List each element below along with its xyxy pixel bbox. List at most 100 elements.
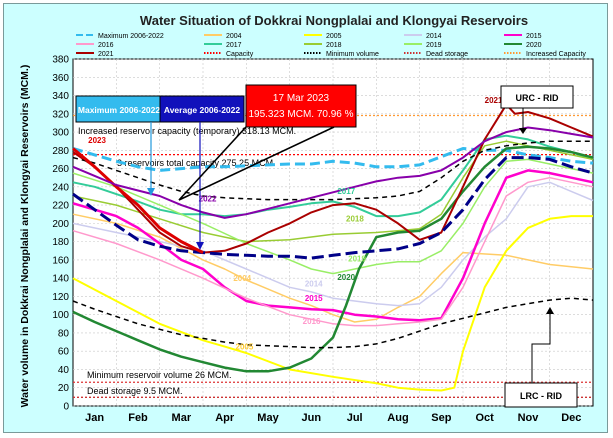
year-annotation: 2020 bbox=[337, 273, 355, 282]
max-arrow-head bbox=[147, 188, 155, 196]
y-tick-label: 100 bbox=[52, 310, 69, 321]
x-tick-label: Feb bbox=[128, 412, 148, 424]
year-annotation: 2016 bbox=[303, 317, 321, 326]
series-line bbox=[72, 156, 594, 260]
avg-box bbox=[159, 95, 245, 123]
urc-box-label: URC - RID bbox=[516, 93, 559, 103]
series-line bbox=[72, 297, 594, 349]
legend-label: 2018 bbox=[326, 42, 342, 49]
series-line bbox=[72, 215, 593, 392]
urc-box bbox=[500, 85, 574, 109]
reservoir-chart: Water Situation of Dokkrai Nongplalai an… bbox=[19, 13, 594, 424]
legend-label: Maximum 2006-2022 bbox=[98, 33, 164, 40]
series-line bbox=[72, 147, 594, 172]
legend-label: 2017 bbox=[226, 42, 242, 49]
x-tick-label: Nov bbox=[518, 412, 540, 424]
max-callout: Maximum 2006-2022 bbox=[75, 95, 163, 196]
urc-arrow-head bbox=[519, 128, 527, 134]
series-line bbox=[72, 103, 594, 254]
y-axis-label: Water volume in Dokkrai Nongplalai and K… bbox=[19, 65, 31, 408]
y-tick-label: 160 bbox=[52, 255, 69, 266]
series-line bbox=[72, 176, 594, 327]
series-line bbox=[72, 140, 594, 243]
reference-line-label: 3 reservoirs total capacity 275.25 MCM. bbox=[117, 158, 276, 168]
y-tick-label: 20 bbox=[58, 383, 70, 394]
year-annotation: 2005 bbox=[236, 342, 254, 351]
current-pointer bbox=[178, 126, 335, 201]
x-tick-label: Jan bbox=[85, 412, 104, 424]
y-tick-label: 280 bbox=[52, 146, 69, 157]
series-line bbox=[72, 140, 593, 201]
year-annotation: 2004 bbox=[233, 274, 251, 283]
lrc-box-label: LRC - RID bbox=[520, 391, 562, 401]
year-annotation: 2019 bbox=[348, 255, 366, 264]
year-annotation: 2017 bbox=[337, 187, 355, 196]
legend-label: 2015 bbox=[526, 33, 542, 40]
chart-title: Water Situation of Dokkrai Nongplalai an… bbox=[140, 13, 528, 28]
y-tick-label: 260 bbox=[52, 164, 69, 175]
x-tick-label: Dec bbox=[561, 412, 581, 424]
legend-label: 2014 bbox=[426, 33, 442, 40]
legend-label: Minimum volume bbox=[326, 51, 379, 58]
year-annotation: 2015 bbox=[305, 294, 323, 303]
legend-label: Capacity bbox=[226, 51, 254, 58]
x-tick-label: May bbox=[257, 412, 279, 424]
y-tick-label: 120 bbox=[52, 292, 69, 303]
y-tick-label: 80 bbox=[58, 328, 70, 339]
lrc-box bbox=[504, 382, 578, 408]
legend-label: 2021 bbox=[98, 51, 114, 58]
year-annotation: 2022 bbox=[199, 194, 217, 203]
y-tick-label: 200 bbox=[52, 219, 69, 230]
y-tick-label: 240 bbox=[52, 182, 69, 193]
legend-label: 2020 bbox=[526, 42, 542, 49]
x-tick-label: Aug bbox=[387, 412, 408, 424]
x-tick-label: Sep bbox=[431, 412, 451, 424]
current-box bbox=[245, 84, 357, 128]
lrc-arrow bbox=[531, 312, 551, 383]
current-callout: 17 Mar 2023 195.323 MCM. 70.96 % bbox=[178, 84, 357, 201]
current-date: 17 Mar 2023 bbox=[273, 93, 330, 104]
urc-callout: URC - RID bbox=[500, 85, 574, 134]
legend-label: 2016 bbox=[98, 42, 114, 49]
series-line bbox=[72, 134, 594, 218]
year-annotation: 2014 bbox=[305, 279, 323, 288]
year-annotation: 2018 bbox=[346, 215, 364, 224]
y-tick-label: 60 bbox=[58, 347, 70, 358]
series-line bbox=[72, 169, 594, 322]
max-box-label: Maximum 2006-2022 bbox=[78, 105, 160, 115]
x-tick-label: Jun bbox=[302, 412, 322, 424]
x-tick-label: Mar bbox=[172, 412, 192, 424]
series-line bbox=[72, 147, 204, 254]
y-tick-label: 40 bbox=[58, 365, 70, 376]
x-tick-label: Jul bbox=[347, 412, 363, 424]
y-tick-label: 360 bbox=[52, 73, 69, 84]
y-tick-label: 220 bbox=[52, 201, 69, 212]
reference-line-label: Dead storage 9.5 MCM. bbox=[87, 386, 183, 396]
avg-box-label: Average 2006-2022 bbox=[164, 105, 241, 115]
legend-label: 2005 bbox=[326, 33, 342, 40]
x-tick-label: Apr bbox=[215, 412, 235, 424]
current-value: 195.323 MCM. 70.96 % bbox=[248, 109, 353, 120]
year-annotation: 2021 bbox=[485, 96, 503, 105]
y-tick-label: 380 bbox=[52, 55, 69, 66]
legend-label: Dead storage bbox=[426, 51, 468, 58]
y-tick-label: 180 bbox=[52, 237, 69, 248]
y-tick-label: 0 bbox=[63, 402, 69, 413]
legend-label: 2004 bbox=[226, 33, 242, 40]
y-tick-label: 340 bbox=[52, 91, 69, 102]
legend-label: 2019 bbox=[426, 42, 442, 49]
reference-line-label: Increased reservoir capacity (temporary)… bbox=[78, 126, 296, 136]
y-tick-label: 140 bbox=[52, 274, 69, 285]
avg-callout: Average 2006-2022 bbox=[159, 95, 245, 250]
y-tick-label: 300 bbox=[52, 128, 69, 139]
avg-arrow-head bbox=[196, 242, 204, 250]
series-line bbox=[72, 126, 594, 219]
y-tick-label: 320 bbox=[52, 109, 69, 120]
year-annotation: 2023 bbox=[88, 136, 106, 145]
x-tick-label: Oct bbox=[475, 412, 494, 424]
series-line bbox=[72, 145, 594, 373]
lrc-arrow-head bbox=[546, 307, 554, 314]
lrc-callout: LRC - RID bbox=[504, 307, 578, 408]
chart-frame: Water Situation of Dokkrai Nongplalai an… bbox=[3, 3, 608, 433]
legend-label: Increased Capacity bbox=[526, 51, 586, 58]
